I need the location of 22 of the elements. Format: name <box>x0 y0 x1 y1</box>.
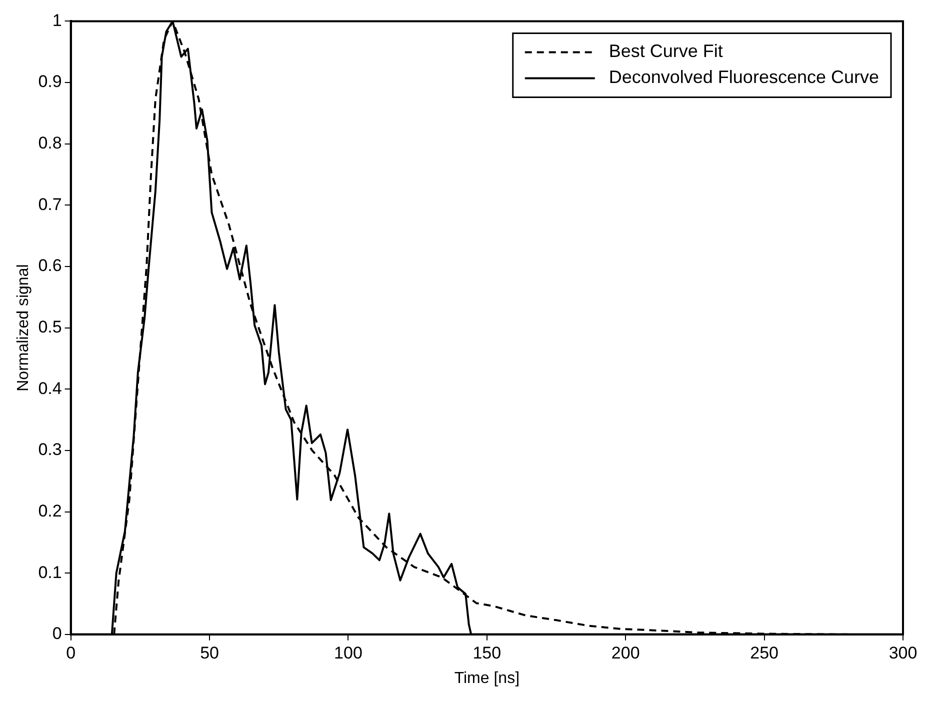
y-tick-label: 0.6 <box>38 256 62 276</box>
y-tick-label: 0 <box>52 624 62 644</box>
x-tick-label: 0 <box>66 643 76 662</box>
x-tick-label: 250 <box>750 643 778 662</box>
y-tick-label: 1 <box>52 10 62 30</box>
x-tick-label: 150 <box>472 643 502 662</box>
y-tick-label: 0.3 <box>38 440 62 460</box>
x-axis-title: Time [ns] <box>454 670 520 687</box>
x-tick-label: 200 <box>611 643 640 662</box>
y-tick-label: 0.8 <box>38 134 62 153</box>
x-tick-label: 50 <box>200 643 219 662</box>
y-tick-label: 0.1 <box>38 562 62 582</box>
y-axis-title: Normalized signal <box>15 264 32 392</box>
y-tick-label: 0.2 <box>38 501 62 520</box>
legend-label: Best Curve Fit <box>608 41 723 62</box>
y-tick-label: 0.5 <box>38 317 62 336</box>
x-tick-label: 100 <box>334 643 362 662</box>
x-tick-label: 300 <box>888 643 918 662</box>
legend-label: Deconvolved Fluorescence Curve <box>608 67 880 88</box>
y-tick-label: 0.7 <box>38 194 62 214</box>
y-tick-label: 0.4 <box>38 378 62 398</box>
y-tick-label: 0.9 <box>38 72 62 92</box>
